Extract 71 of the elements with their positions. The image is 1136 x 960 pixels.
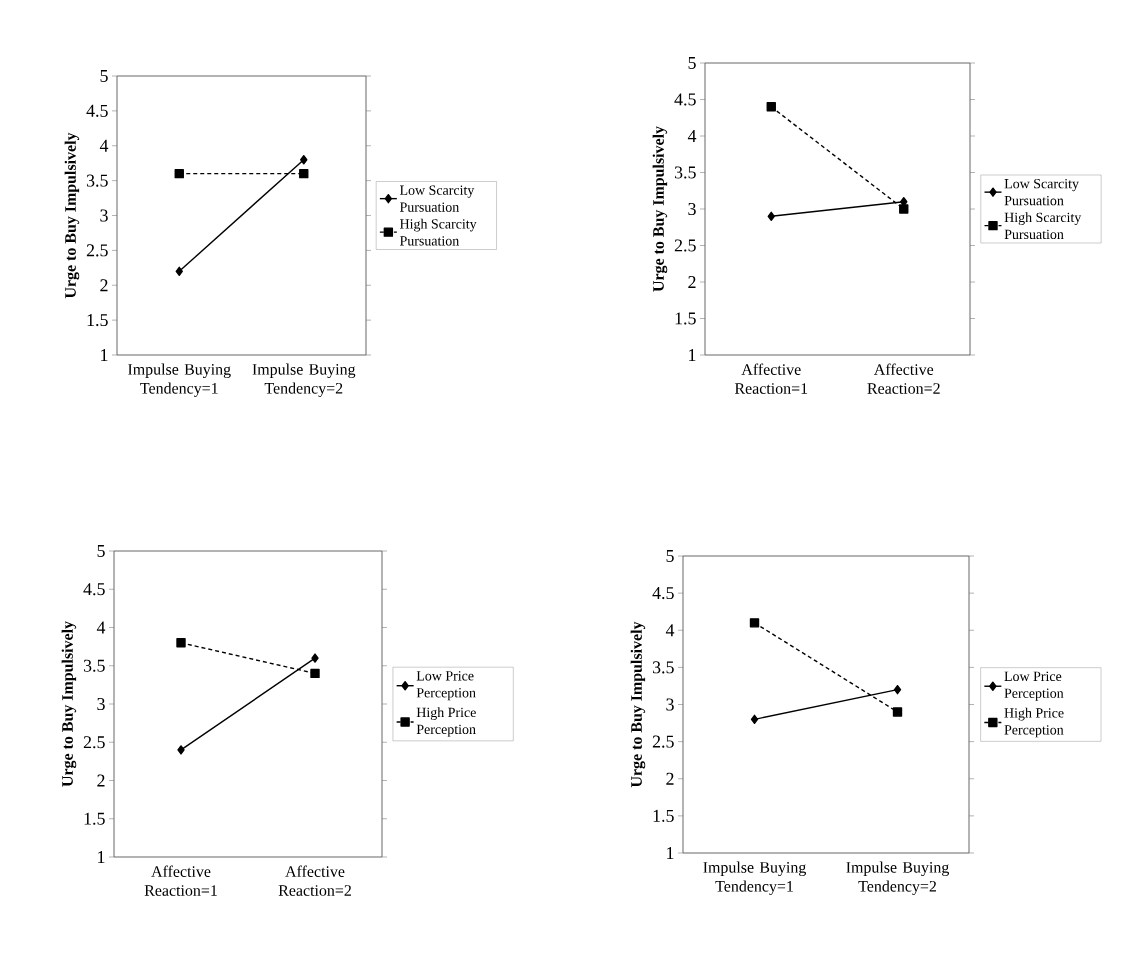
y-tick-label: 2.5 [83,736,105,749]
y-tick-label: 3.5 [83,659,105,672]
legend-label: Low Price Perception [1004,671,1064,701]
y-tick-label: 4 [96,621,106,634]
point [767,211,775,221]
y-tick-label: 1.5 [84,812,105,825]
y-axis-title: Urge to Buy Impulsively [652,126,668,292]
y-axis-title: Urge to Buy Impulsively [61,621,77,787]
point [766,102,776,112]
y-tick-label: 1.5 [675,312,696,325]
y-tick-label: 1.5 [653,809,674,822]
y-tick-label: 1 [689,349,696,361]
y-tick-label: 1 [667,847,674,859]
y-tick-label: 3 [97,697,105,711]
x-tick-label: Impulse Buying Tendency=1 [128,363,231,397]
y-tick-label: 1.5 [87,314,108,327]
y-tick-label: 5 [100,70,108,82]
y-tick-label: 1 [98,851,105,863]
y-tick-label: 1 [101,349,108,361]
point [300,155,308,165]
y-tick-label: 2 [666,772,674,785]
x-tick-label: Impulse Buying Tendency=2 [252,363,356,397]
point [750,714,759,725]
y-tick-label: 2 [100,279,108,292]
y-axis-title: Urge to Buy Impulsively [630,621,646,788]
x-tick-label: Affective Reaction=1 [734,363,808,394]
y-tick-label: 2.5 [652,735,674,748]
point [175,266,183,276]
x-tick-label: Affective Reaction=2 [867,363,940,394]
legend-label: High Scarcity Pursuation [1004,212,1082,240]
y-tick-label: 3 [666,698,674,711]
y-axis-title: Urge to Buy Impulsively [64,132,80,299]
y-tick-label: 4.5 [86,104,108,117]
point [899,204,909,214]
y-tick-label: 5 [666,550,674,562]
legend-label: High Price Perception [416,707,476,737]
y-tick-label: 2.5 [674,239,696,252]
y-tick-label: 2 [97,774,105,787]
y-tick-label: 4 [687,130,697,142]
point [893,684,902,695]
y-tick-label: 3 [100,209,108,222]
y-tick-label: 4.5 [674,93,696,106]
x-tick-label: Affective Reaction=2 [278,865,351,896]
point [310,668,320,679]
y-tick-label: 5 [688,57,696,69]
y-tick-label: 2 [688,276,696,288]
y-tick-label: 4.5 [83,583,105,596]
y-tick-label: 2.5 [86,244,108,257]
legend-label: Low Price Perception [416,671,476,701]
point [174,168,184,179]
legend-label: Low Scarcity Pursuation [1004,178,1079,206]
y-tick-label: 4 [99,139,109,152]
point [177,745,185,755]
x-tick-label: Affective Reaction=1 [144,865,217,896]
point [892,707,903,717]
point [176,638,186,648]
legend-label: Low Scarcity Pursuation [399,185,475,212]
y-tick-label: 3.5 [86,174,108,187]
y-tick-label: 3.5 [652,661,674,674]
x-tick-label: Impulse Buying Tendency=2 [846,861,950,895]
y-tick-label: 3.5 [674,166,696,179]
point [311,653,319,663]
legend-label: High Scarcity Pursuation [399,218,477,246]
y-tick-label: 4.5 [652,587,674,600]
legend-label: High Price Perception [1004,707,1064,738]
point [299,168,309,179]
y-tick-label: 5 [97,545,105,557]
y-tick-label: 3 [688,202,696,216]
x-tick-label: Impulse Buying Tendency=1 [703,861,807,895]
point [749,618,760,628]
y-tick-label: 4 [665,624,675,637]
